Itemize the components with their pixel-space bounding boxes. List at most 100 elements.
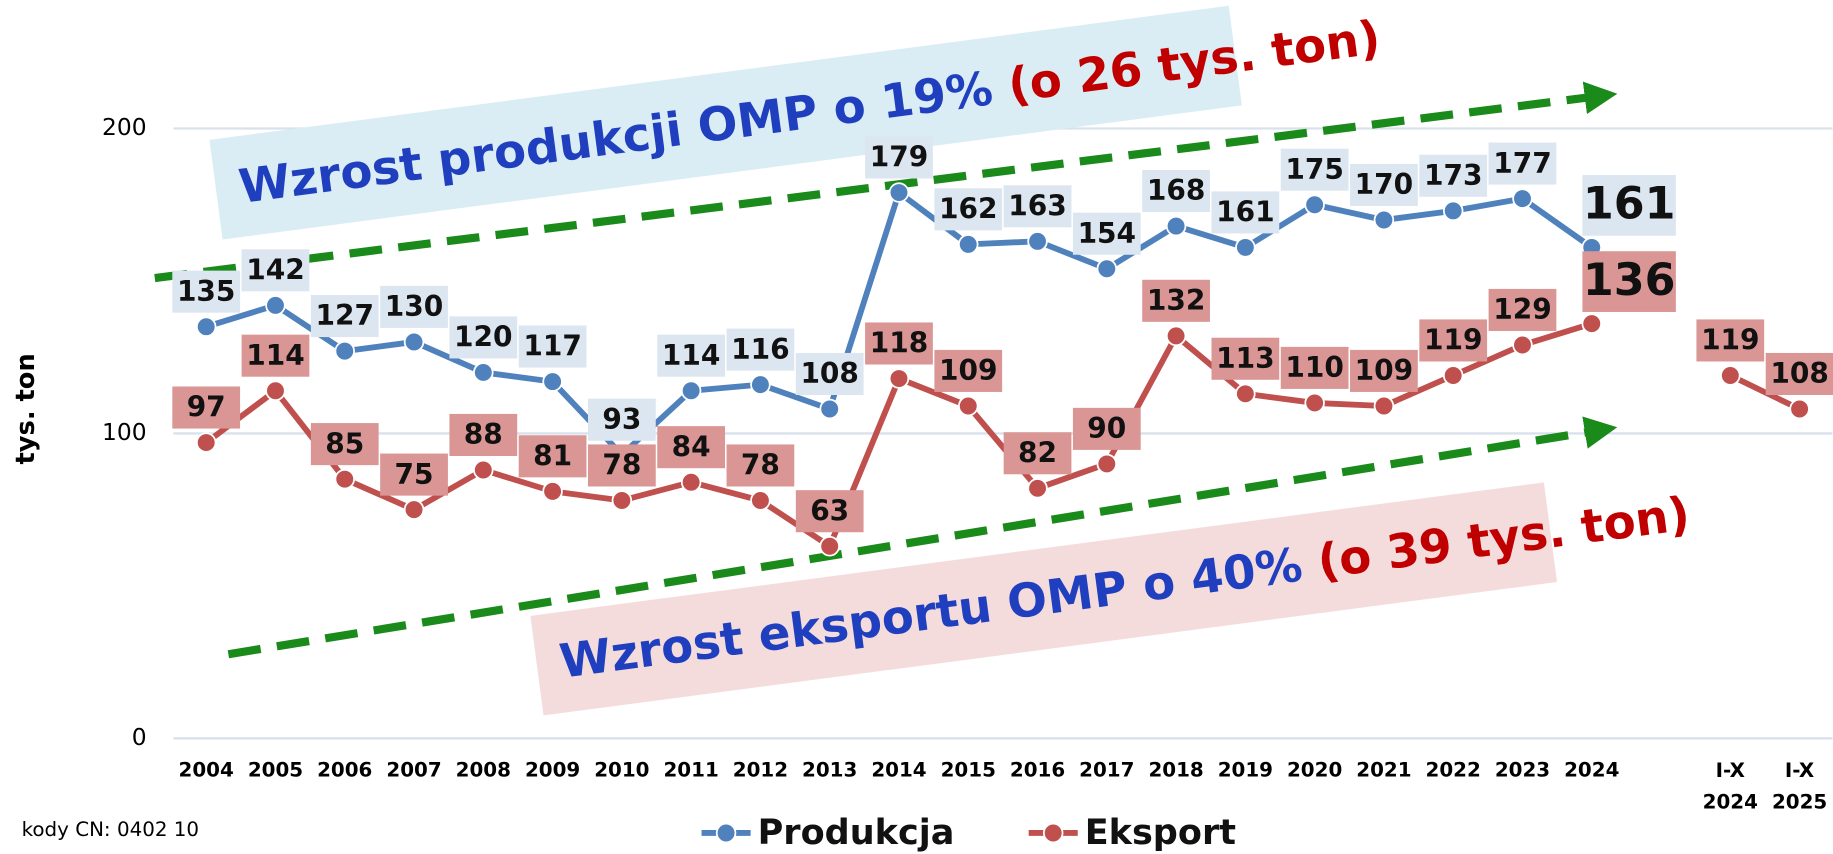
- data-label: 84: [672, 430, 711, 463]
- annotation-box: [530, 482, 1557, 716]
- data-point: [473, 459, 494, 481]
- data-label-box: [865, 322, 933, 365]
- data-label-box: [865, 136, 933, 179]
- y-axis-label: tys. ton: [11, 353, 41, 464]
- data-point: [958, 234, 979, 255]
- data-label: 135: [177, 275, 235, 308]
- data-point: [888, 182, 910, 203]
- x-tick-label: 2018: [1148, 759, 1203, 782]
- data-label: 119: [1424, 324, 1482, 357]
- data-label: 170: [1355, 168, 1413, 201]
- data-label: 119: [1701, 324, 1759, 357]
- data-point: [1304, 194, 1325, 215]
- data-label-box: [1003, 432, 1072, 475]
- data-label: 113: [1216, 342, 1274, 375]
- data-label-box: [1072, 212, 1141, 255]
- data-label-box: [1211, 337, 1280, 380]
- data-label-box: [1582, 174, 1676, 236]
- data-label: 63: [810, 494, 849, 527]
- annotation-text: Wzrost produkcji OMP o 19% (o 26 tys. to…: [236, 11, 1384, 215]
- data-point: [750, 374, 771, 395]
- data-point: [195, 316, 217, 337]
- data-label: 90: [1087, 412, 1126, 445]
- data-point: [1304, 392, 1325, 414]
- data-point: [1512, 188, 1533, 209]
- data-label: 78: [602, 449, 641, 482]
- data-label-box: [1003, 185, 1072, 228]
- data-point: [611, 490, 633, 511]
- data-label: 78: [741, 449, 780, 482]
- data-label-box: [1072, 407, 1141, 450]
- data-label: 161: [1216, 196, 1274, 229]
- data-label-box: [449, 316, 518, 359]
- data-label-box: [1142, 279, 1210, 322]
- x-tick-label: 2024: [1564, 759, 1619, 782]
- data-label-box: [1488, 288, 1557, 331]
- data-label: 109: [1355, 354, 1413, 387]
- x-tick-label: 2012: [733, 759, 788, 782]
- data-point: [334, 340, 355, 362]
- data-point: [1235, 237, 1256, 258]
- data-label: 97: [187, 391, 226, 424]
- data-point: [403, 331, 425, 353]
- data-label-box: [449, 413, 518, 456]
- data-label-box: [795, 490, 864, 533]
- data-label-box: [380, 453, 448, 496]
- x-tick-label: 2004: [179, 759, 234, 782]
- x-tick-label: 2011: [664, 759, 719, 782]
- data-label: 130: [385, 290, 443, 323]
- legend-label: Eksport: [1085, 812, 1236, 853]
- x-tick-label: 2013: [802, 759, 857, 782]
- data-label: 85: [325, 427, 364, 460]
- x-tick-label: 2007: [386, 759, 441, 782]
- data-point: [680, 380, 702, 401]
- data-point: [1165, 325, 1187, 347]
- data-point: [265, 295, 286, 316]
- data-label: 88: [464, 418, 503, 451]
- x-tick-label: I-X 2024: [1703, 759, 1758, 814]
- data-point: [888, 368, 910, 389]
- data-label-box: [310, 295, 379, 338]
- data-label: 173: [1424, 159, 1482, 192]
- x-tick-label: 2008: [456, 759, 511, 782]
- data-label-box: [726, 444, 795, 487]
- data-label-box: [380, 285, 448, 328]
- x-tick-label: 2014: [871, 759, 926, 782]
- data-point: [1512, 334, 1533, 356]
- data-point: [195, 432, 217, 453]
- data-point: [1442, 200, 1464, 222]
- data-label: 179: [870, 141, 928, 174]
- data-point: [819, 536, 840, 557]
- x-tick-label: 2010: [594, 759, 649, 782]
- x-tick-label: 2023: [1495, 759, 1550, 782]
- data-label: 168: [1147, 174, 1205, 207]
- data-label-box: [587, 444, 656, 487]
- data-label-box: [726, 328, 795, 371]
- data-label-box: [1350, 163, 1418, 206]
- data-point: [542, 371, 563, 392]
- data-label-box: [172, 386, 241, 429]
- data-point: [1027, 231, 1048, 252]
- data-label-box: [657, 426, 726, 469]
- data-label: 82: [1018, 436, 1057, 469]
- annotation-text: Wzrost eksportu OMP o 40% (o 39 tys. ton…: [557, 487, 1693, 689]
- data-point: [1789, 398, 1810, 420]
- data-point: [1581, 313, 1602, 334]
- footnote: kody CN: 0402 10: [22, 818, 199, 841]
- data-label: 129: [1493, 293, 1551, 326]
- data-point: [473, 362, 494, 383]
- data-label-box: [518, 435, 587, 478]
- data-label: 175: [1285, 153, 1343, 186]
- data-label: 154: [1078, 217, 1136, 250]
- data-label-box: [934, 188, 1003, 231]
- legend-marker: [1042, 822, 1064, 844]
- data-point: [1235, 383, 1256, 405]
- data-label: 177: [1493, 147, 1551, 180]
- legend-marker: [715, 822, 737, 844]
- x-tick-label: 2006: [317, 759, 372, 782]
- data-point: [1165, 215, 1187, 237]
- data-point: [1720, 365, 1741, 386]
- x-tick-label: 2022: [1426, 759, 1481, 782]
- data-label-box: [1350, 349, 1418, 392]
